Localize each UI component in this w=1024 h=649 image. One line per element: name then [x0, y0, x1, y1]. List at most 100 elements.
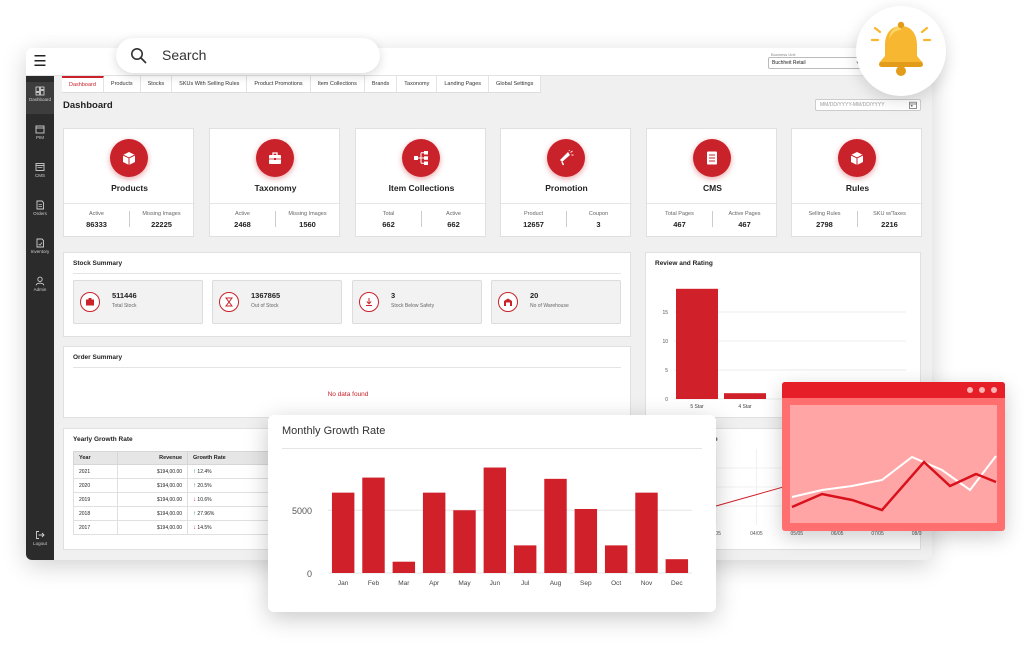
- x-tick-label: 04/05: [750, 531, 763, 537]
- tab-taxonomy[interactable]: Taxonomy: [397, 76, 438, 92]
- table-row: 2019 $194,00.00 ↓ 10.6%: [73, 492, 273, 507]
- tab-product-promotions[interactable]: Product Promotions: [247, 76, 311, 92]
- search-input[interactable]: Search: [162, 47, 207, 63]
- growth-cell: ↑ 20.5%: [187, 478, 273, 493]
- card-title: Taxonomy: [254, 183, 297, 193]
- bar: [453, 510, 476, 573]
- sidebar-item-pim[interactable]: PIM: [26, 120, 54, 152]
- tab-brands[interactable]: Brands: [365, 76, 398, 92]
- x-tick-label: Feb: [368, 580, 380, 587]
- stock-item-out-of-stock[interactable]: 1367865 Out of Stock: [212, 280, 342, 324]
- stat-label: Total Pages: [665, 211, 694, 217]
- card-title: Promotion: [545, 183, 588, 193]
- card-divider: [210, 203, 341, 204]
- sidebar-item-label: PIM: [35, 135, 44, 140]
- sidebar-item-admin[interactable]: Admin: [26, 272, 54, 304]
- revenue-cell: $194,00.00: [116, 520, 189, 535]
- tab-stocks[interactable]: Stocks: [141, 76, 173, 92]
- date-range-input[interactable]: MM/DD/YYYY-MM/DD/YYYY: [815, 99, 921, 111]
- business-unit-selector[interactable]: Business Unit Buchheit Retail ▾: [768, 52, 864, 69]
- card-icon-circle: [547, 139, 585, 177]
- empty-state-message: No data found: [327, 391, 369, 398]
- card-stat: Missing Images 1560: [275, 211, 340, 229]
- notification-bell[interactable]: [856, 6, 946, 96]
- column-header: Growth Rate: [187, 451, 273, 465]
- card-title: Products: [111, 183, 148, 193]
- column-header: Revenue: [116, 451, 189, 465]
- card-stat: Active Pages 467: [712, 211, 777, 229]
- card-stat: Active 2468: [210, 211, 275, 229]
- arrow-up-icon: ↑: [193, 468, 197, 475]
- calendar-icon[interactable]: [909, 101, 917, 109]
- bar: [362, 477, 385, 573]
- bell-icon: [870, 21, 932, 76]
- sidebar-item-dashboard[interactable]: Dashboard: [26, 82, 54, 114]
- sidebar-item-label: Logout: [33, 541, 47, 546]
- sidebar-item-inventory[interactable]: Inventory: [26, 234, 54, 266]
- yearly-growth-table: Year Revenue Growth Rate 2021 $194,00.00…: [73, 451, 273, 535]
- x-tick-label: 06/05: [831, 531, 844, 537]
- stat-separator: [712, 211, 713, 227]
- bar: [665, 559, 689, 573]
- tab-global-settings[interactable]: Global Settings: [489, 76, 542, 92]
- logout-icon: [36, 531, 45, 539]
- summary-card-products[interactable]: Products Active 86333 Missing Images 22225: [63, 128, 195, 237]
- monthly-growth-card: Monthly Growth Rate 0 5000 Jan Feb Mar Apr May…: [268, 415, 716, 612]
- stat-separator: [275, 211, 276, 227]
- x-tick-label: 5 Star: [690, 404, 704, 410]
- sidebar-item-cms[interactable]: CMS: [26, 158, 54, 190]
- business-unit-select[interactable]: Buchheit Retail ▾: [768, 57, 864, 69]
- stock-item-value: 511446: [112, 291, 137, 300]
- stock-item-total-stock[interactable]: 511446 Total Stock: [73, 280, 203, 324]
- summary-card-rules[interactable]: Rules Selling Rules 2798 SKU w/Taxes 2216: [791, 128, 923, 237]
- card-title: Item Collections: [388, 183, 455, 193]
- growth-value: 12.4%: [197, 468, 212, 475]
- sidebar-item-orders[interactable]: Orders: [26, 196, 54, 228]
- summary-card-item-collections[interactable]: Item Collections Total 662 Active 662: [355, 128, 487, 237]
- tab-skus-with-selling-rules[interactable]: SKUs With Selling Rules: [172, 76, 248, 92]
- sidebar-item-logout[interactable]: Logout: [26, 526, 54, 558]
- stat-label: Active: [89, 211, 104, 217]
- stat-separator: [421, 211, 422, 227]
- hamburger-menu-icon[interactable]: ☰: [33, 53, 47, 70]
- summary-card-cms[interactable]: CMS Total Pages 467 Active Pages 467: [646, 128, 778, 237]
- stock-item-label: No of Warehouse: [530, 303, 569, 309]
- revenue-cell: $194,00.00: [116, 464, 189, 479]
- x-tick-label: Aug: [550, 580, 562, 587]
- tab-dashboard[interactable]: Dashboard: [62, 76, 104, 92]
- table-row: 2018 $194,00.00 ↑ 27.96%: [73, 506, 273, 521]
- growth-value: 27.96%: [197, 510, 215, 517]
- stock-item-icon-ring: [80, 292, 100, 312]
- summary-card-promotion[interactable]: Promotion Product 12657 Coupon 3: [500, 128, 632, 237]
- card-divider: [356, 203, 487, 204]
- card-stat: Missing Images 22225: [129, 211, 194, 229]
- business-unit-value: Buchheit Retail: [772, 60, 806, 66]
- user-icon: [35, 276, 45, 286]
- arrow-down-icon: ↓: [193, 524, 197, 531]
- stat-value: 467: [738, 220, 751, 229]
- growth-cell: ↓ 10.6%: [187, 492, 273, 507]
- summary-card-taxonomy[interactable]: Taxonomy Active 2468 Missing Images 1560: [209, 128, 341, 237]
- card-title: Rules: [845, 183, 870, 193]
- bar: [331, 492, 355, 573]
- stat-value: 2798: [816, 220, 833, 229]
- search-bar[interactable]: Search: [116, 38, 380, 73]
- stock-item-below-safety[interactable]: 3 Stock Below Safety: [352, 280, 482, 324]
- tab-item-collections[interactable]: Item Collections: [311, 76, 365, 92]
- tab-products[interactable]: Products: [104, 76, 141, 92]
- card-stat: SKU w/Taxes 2216: [857, 211, 922, 229]
- app-window: ☰ Business Unit Buchheit Retail ▾ Dashbo…: [26, 48, 932, 560]
- stock-item-icon-ring: [359, 292, 379, 312]
- tab-landing-pages[interactable]: Landing Pages: [437, 76, 490, 92]
- year-cell: 2019: [73, 492, 118, 507]
- x-tick-label: Apr: [429, 580, 440, 587]
- bar: [483, 467, 507, 573]
- x-tick-label: May: [458, 580, 471, 587]
- card-stat: Active 86333: [64, 211, 129, 229]
- stat-label: Active: [446, 211, 461, 217]
- stat-label: Selling Rules: [808, 211, 841, 217]
- table-row: 2017 $194,00.00 ↓ 14.5%: [73, 520, 273, 535]
- bar: [574, 508, 598, 573]
- panel-title: Review and Rating: [655, 260, 713, 267]
- stock-item-warehouses[interactable]: 20 No of Warehouse: [491, 280, 621, 324]
